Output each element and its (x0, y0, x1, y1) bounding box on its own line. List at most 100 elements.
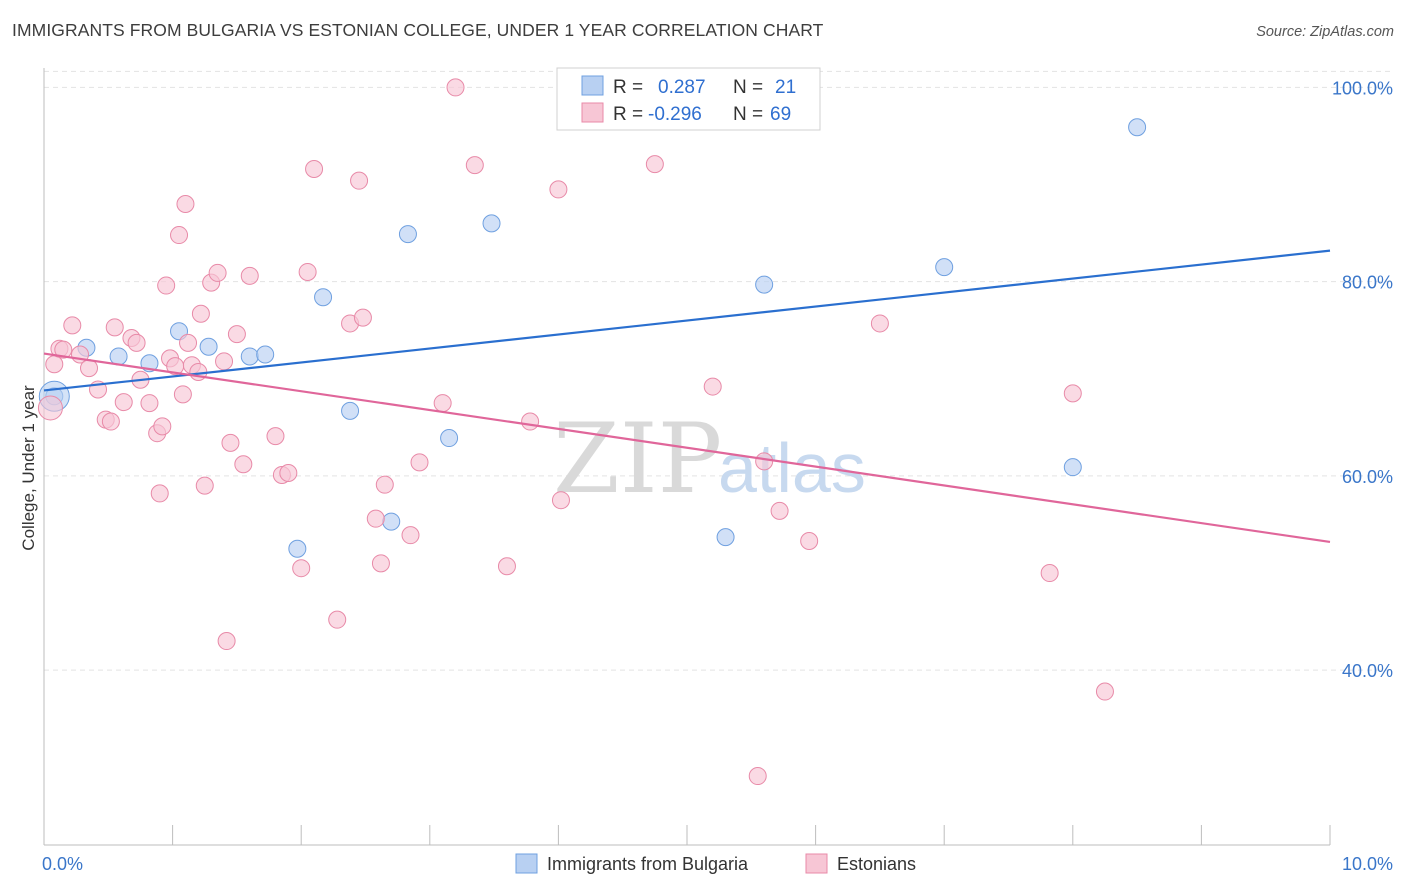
estonians-point (54, 340, 73, 359)
estonians-point (179, 333, 198, 352)
estonians-point (645, 155, 664, 174)
estonians-point (497, 557, 516, 576)
legend-n-label-1: N = (733, 77, 763, 98)
estonians-point (298, 262, 317, 281)
y-tick-label: 100.0% (1332, 78, 1393, 98)
estonians-point (127, 333, 146, 352)
estonians-point (703, 377, 722, 396)
estonians-point (45, 355, 64, 374)
chart-title: IMMIGRANTS FROM BULGARIA VS ESTONIAN COL… (12, 20, 824, 40)
estonians-point (279, 464, 298, 483)
legend-n-value-1: 21 (775, 77, 796, 98)
bulgaria-point (440, 429, 459, 448)
estonians-point (80, 359, 99, 378)
bulgaria-point (199, 337, 218, 356)
stats-legend: R = 0.287 N = 21 R = -0.296 N = 69 (556, 67, 821, 131)
bulgaria-trend-line (43, 249, 1331, 392)
legend-r-value-2: -0.296 (648, 104, 702, 125)
bulgaria-point (382, 512, 401, 531)
estonians-point (446, 78, 465, 97)
legend-r-label-1: R = (613, 77, 643, 98)
estonians-point (105, 318, 124, 337)
bulgaria-point (482, 214, 501, 233)
estonians-point (328, 610, 347, 629)
tick-labels: 40.0% 60.0% 80.0% 100.0% 0.0% 10.0% (42, 78, 1393, 874)
estonians-point (433, 394, 452, 413)
data-points (37, 78, 1147, 786)
bulgaria-point (716, 528, 735, 547)
estonians-trend-line (43, 352, 1331, 544)
estonians-point-large (37, 395, 63, 421)
estonians-point (292, 559, 311, 578)
estonians-point (371, 554, 390, 573)
trend-lines (43, 249, 1331, 544)
estonians-point (1095, 682, 1114, 701)
estonians-point (465, 156, 484, 175)
estonians-point (521, 412, 540, 431)
estonians-point (870, 314, 889, 333)
bulgaria-point (398, 225, 417, 244)
estonians-point (176, 194, 195, 213)
bulgaria-point (341, 401, 360, 420)
watermark-zip: ZIP (553, 403, 722, 515)
bulgaria-point (1128, 118, 1147, 137)
estonians-point (755, 452, 774, 471)
bulgaria-point (1063, 458, 1082, 477)
bulgaria-point (109, 347, 128, 366)
legend-n-label-2: N = (733, 104, 763, 125)
bulgaria-point (935, 258, 954, 277)
estonians-point (549, 180, 568, 199)
estonians-point (1040, 564, 1059, 583)
estonians-point (114, 393, 133, 412)
axes (43, 68, 1331, 846)
estonians-point (748, 767, 767, 786)
estonians-point (63, 316, 82, 335)
estonians-point (101, 412, 120, 431)
watermark-atlas: atlas (718, 429, 866, 507)
estonians-point (195, 476, 214, 495)
estonians-point (208, 263, 227, 282)
legend-n-value-2: 69 (770, 104, 791, 125)
estonians-point (217, 632, 236, 651)
legend-r-value-1: 0.287 (658, 77, 706, 98)
estonians-point (770, 501, 789, 520)
estonians-point (227, 325, 246, 344)
estonians-point (401, 526, 420, 545)
estonians-point (410, 453, 429, 472)
estonians-point (173, 385, 192, 404)
source-label: Source: ZipAtlas.com (1256, 24, 1394, 40)
bulgaria-point (755, 275, 774, 294)
y-tick-label: 60.0% (1342, 467, 1393, 487)
estonians-point (221, 433, 240, 452)
bulgaria-point (256, 345, 275, 364)
estonians-point (800, 531, 819, 550)
y-tick-label: 40.0% (1342, 661, 1393, 681)
y-axis-label: College, Under 1 year (19, 385, 38, 551)
bulgaria-point (240, 347, 259, 366)
bottom-legend-swatch-estonians (805, 853, 828, 874)
bottom-legend-label-estonians: Estonians (837, 854, 916, 874)
estonians-point (375, 475, 394, 494)
estonians-point (366, 509, 385, 528)
series-legend: Immigrants from Bulgaria Estonians (515, 853, 916, 874)
estonians-point (150, 484, 169, 503)
y-tick-label: 80.0% (1342, 273, 1393, 293)
bulgaria-point (288, 539, 307, 558)
estonians-point (170, 226, 189, 245)
estonians-point (305, 160, 324, 179)
watermark: ZIP atlas (553, 403, 866, 515)
estonians-point (1063, 384, 1082, 403)
estonians-point (191, 304, 210, 323)
estonians-point (157, 276, 176, 295)
estonians-point (353, 308, 372, 327)
x-tick-label-min: 0.0% (42, 854, 83, 874)
estonians-point (350, 171, 369, 190)
estonians-point (140, 394, 159, 413)
grid-lines (44, 70, 1394, 671)
bottom-legend-label-bulgaria: Immigrants from Bulgaria (547, 854, 749, 874)
bulgaria-point (314, 288, 333, 307)
legend-swatch-bulgaria (581, 75, 604, 96)
estonians-point (240, 266, 259, 285)
estonians-point (153, 417, 172, 436)
